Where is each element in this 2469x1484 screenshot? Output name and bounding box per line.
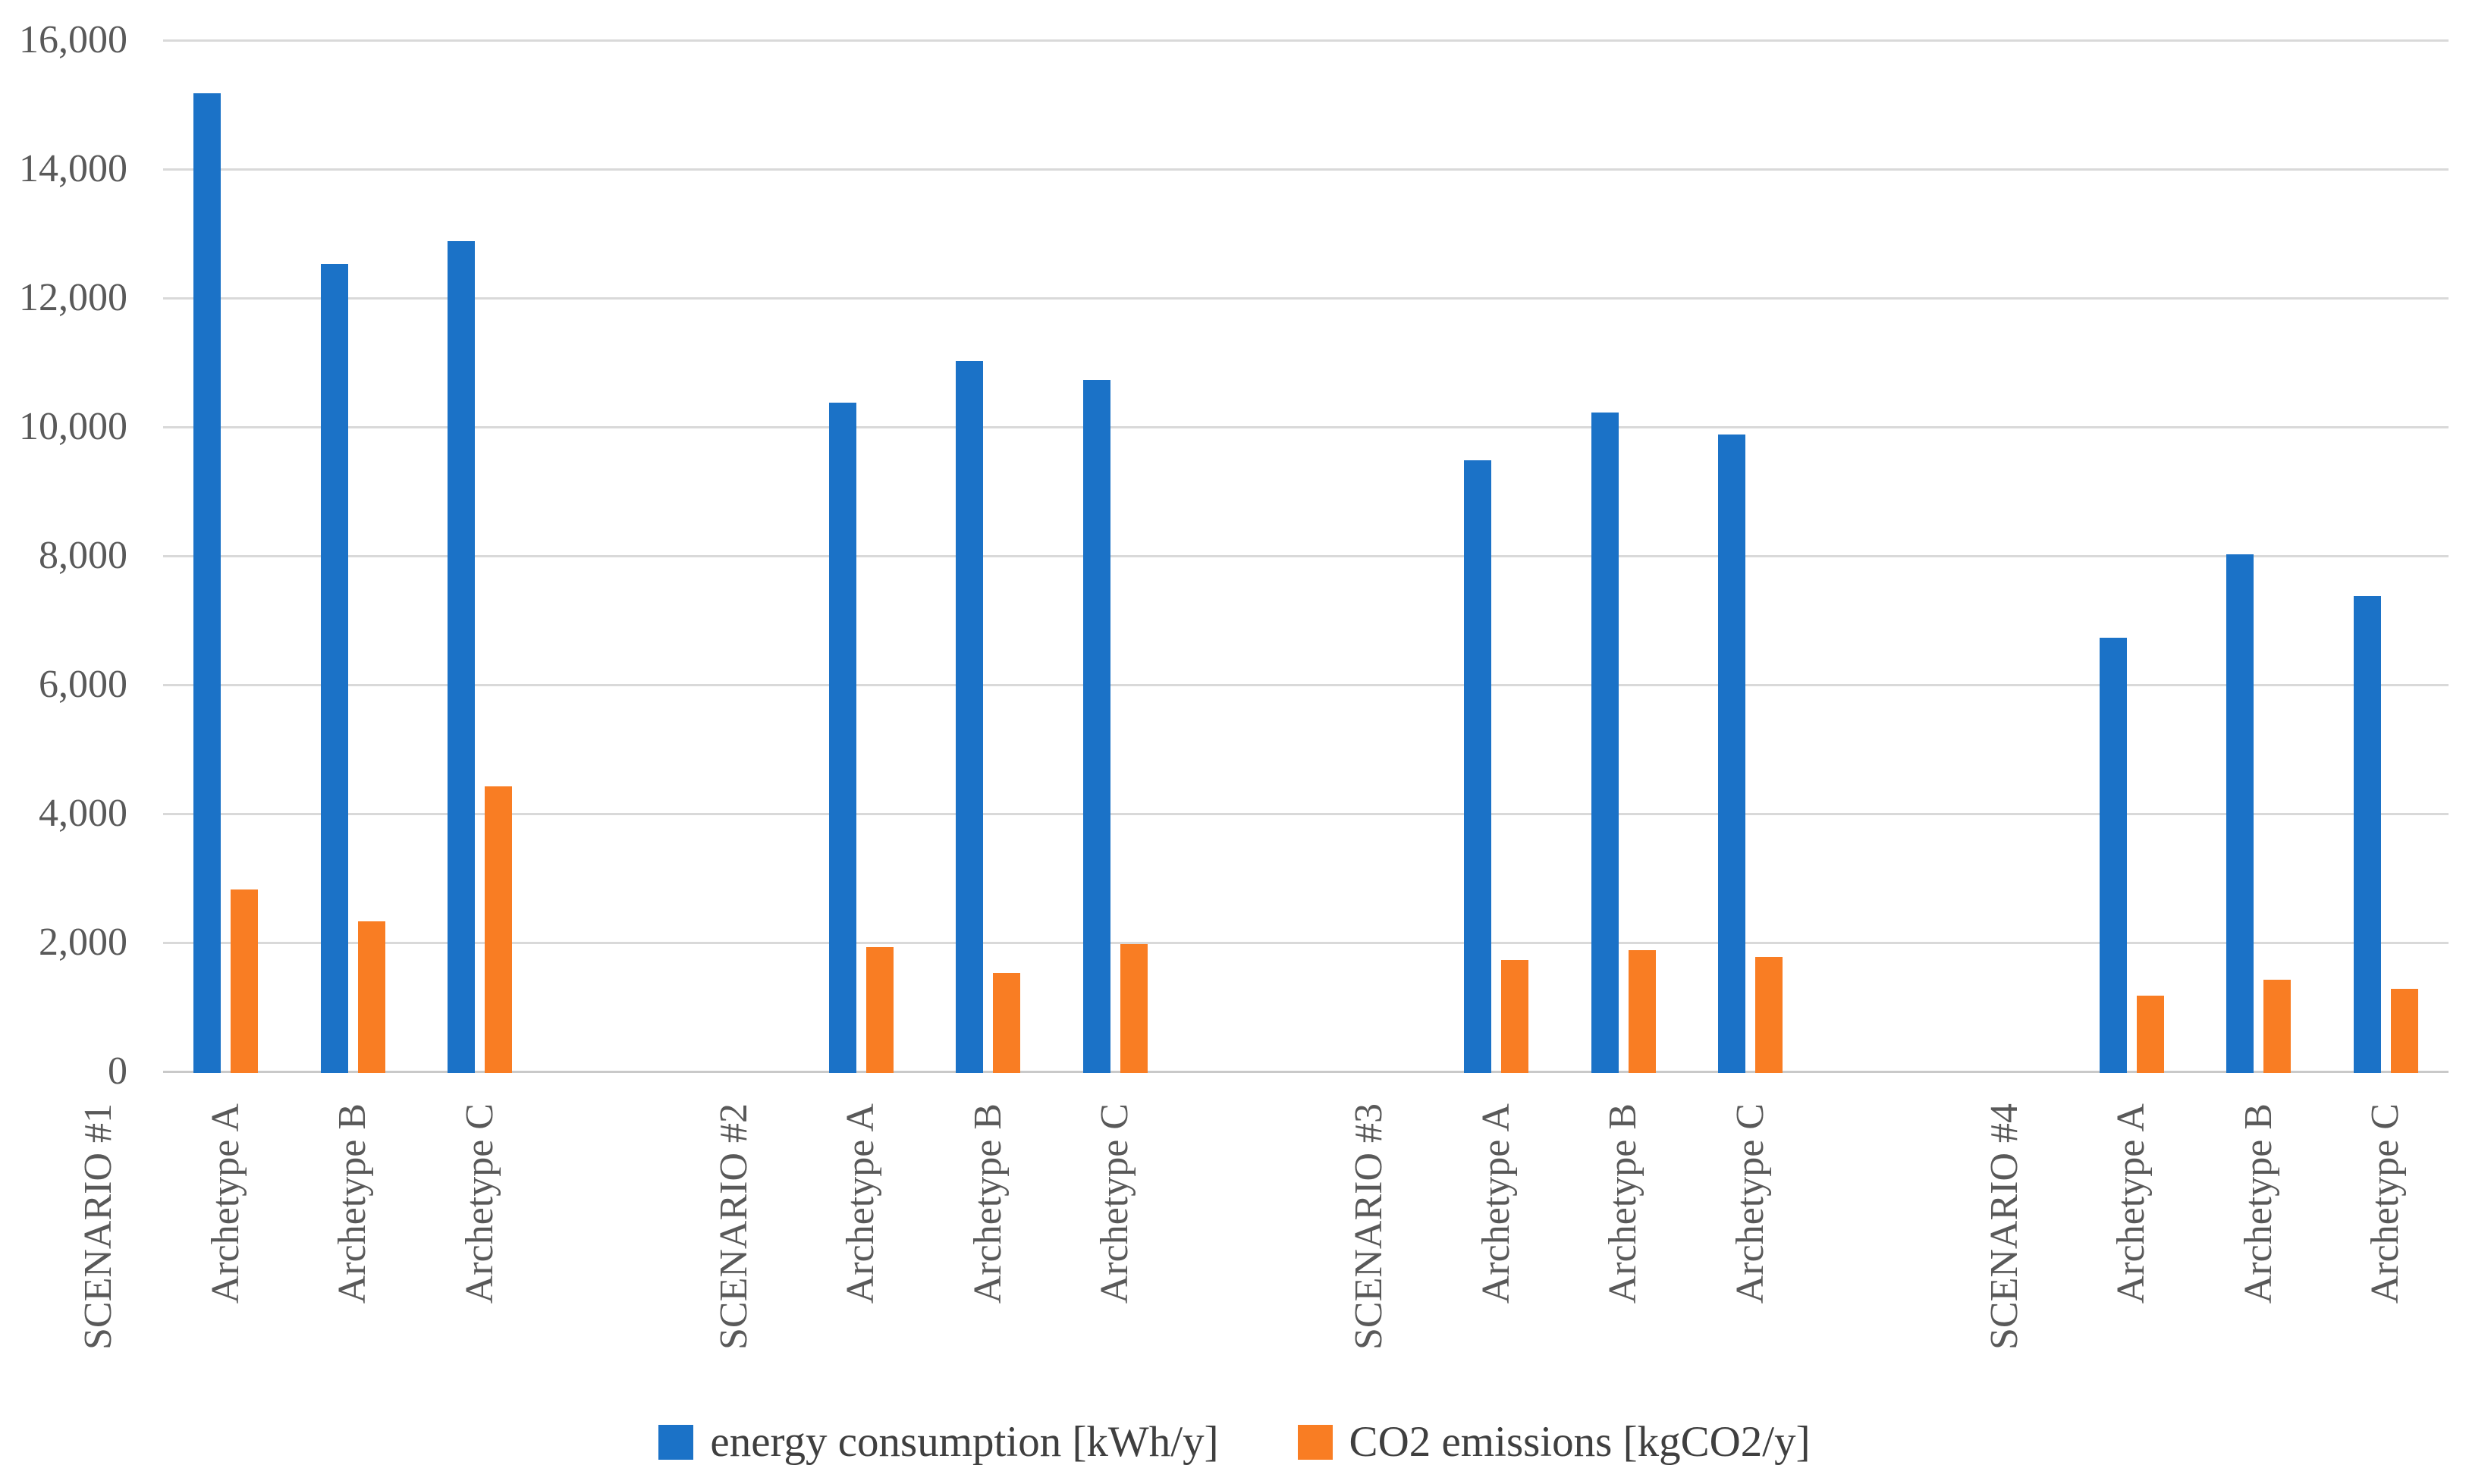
y-gridline xyxy=(163,942,2449,944)
bar-co2-scenario-2-archetype-a xyxy=(866,947,894,1073)
x-label-archetype: Archetype A xyxy=(1474,1103,1518,1304)
legend-swatch-co2-icon xyxy=(1297,1425,1333,1460)
bar-co2-scenario-3-archetype-c xyxy=(1755,957,1783,1073)
x-label-archetype: Archetype B xyxy=(1601,1103,1644,1304)
legend-item-co2: CO2 emissions [kgCO2/y] xyxy=(1297,1418,1811,1467)
bar-energy-scenario-1-archetype-a xyxy=(193,93,221,1073)
bar-energy-scenario-2-archetype-a xyxy=(829,403,856,1073)
y-gridline xyxy=(163,426,2449,428)
bar-co2-scenario-2-archetype-c xyxy=(1120,944,1148,1073)
y-gridline xyxy=(163,297,2449,300)
x-label-archetype: Archetype B xyxy=(331,1103,374,1304)
x-label-archetype: Archetype A xyxy=(839,1103,882,1304)
x-label-archetype: Archetype C xyxy=(457,1103,501,1304)
x-label-scenario: SCENARIO #3 xyxy=(1347,1103,1390,1351)
x-label-archetype: Archetype C xyxy=(1093,1103,1136,1304)
bar-energy-scenario-3-archetype-b xyxy=(1591,413,1619,1073)
x-label-archetype: Archetype C xyxy=(1728,1103,1772,1304)
x-label-scenario: SCENARIO #4 xyxy=(1982,1103,2026,1351)
bar-co2-scenario-1-archetype-a xyxy=(231,889,258,1073)
bar-energy-scenario-3-archetype-a xyxy=(1464,460,1491,1073)
y-gridline xyxy=(163,555,2449,557)
x-axis-line xyxy=(163,1071,2449,1073)
y-tick-label: 14,000 xyxy=(19,147,127,190)
y-tick-label: 6,000 xyxy=(39,663,127,706)
bar-energy-scenario-1-archetype-b xyxy=(321,264,348,1073)
legend-label-energy: energy consumption [kWh/y] xyxy=(710,1418,1219,1466)
x-label-archetype: Archetype C xyxy=(2364,1103,2407,1304)
bar-co2-scenario-3-archetype-b xyxy=(1629,950,1656,1073)
x-label-archetype: Archetype A xyxy=(203,1103,247,1304)
y-tick-label: 2,000 xyxy=(39,921,127,964)
bar-energy-scenario-1-archetype-c xyxy=(448,241,475,1073)
bar-energy-scenario-3-archetype-c xyxy=(1718,435,1745,1073)
legend-item-energy: energy consumption [kWh/y] xyxy=(658,1418,1219,1467)
y-tick-label: 12,000 xyxy=(19,276,127,319)
bar-energy-scenario-4-archetype-a xyxy=(2100,638,2127,1073)
bar-co2-scenario-4-archetype-c xyxy=(2391,989,2418,1073)
x-label-scenario: SCENARIO #2 xyxy=(711,1103,755,1351)
legend-swatch-energy-icon xyxy=(658,1425,694,1460)
y-tick-label: 0 xyxy=(108,1049,127,1093)
x-label-scenario: SCENARIO #1 xyxy=(77,1103,120,1351)
legend: energy consumption [kWh/y] CO2 emissions… xyxy=(0,1413,2469,1471)
x-label-archetype: Archetype B xyxy=(2236,1103,2280,1304)
bar-energy-scenario-2-archetype-b xyxy=(956,361,983,1073)
bar-co2-scenario-3-archetype-a xyxy=(1501,960,1528,1073)
y-tick-label: 16,000 xyxy=(19,18,127,61)
y-gridline xyxy=(163,684,2449,686)
bar-co2-scenario-1-archetype-c xyxy=(485,786,512,1073)
bar-energy-scenario-4-archetype-c xyxy=(2354,596,2381,1073)
bar-energy-scenario-2-archetype-c xyxy=(1083,380,1110,1073)
x-label-archetype: Archetype A xyxy=(2109,1103,2153,1304)
y-gridline xyxy=(163,168,2449,171)
x-label-archetype: Archetype B xyxy=(966,1103,1010,1304)
y-tick-label: 8,000 xyxy=(39,534,127,577)
y-tick-label: 10,000 xyxy=(19,405,127,448)
y-gridline xyxy=(163,813,2449,815)
bar-co2-scenario-4-archetype-b xyxy=(2263,980,2291,1073)
bar-co2-scenario-1-archetype-b xyxy=(358,921,385,1073)
y-tick-label: 4,000 xyxy=(39,792,127,835)
bar-energy-scenario-4-archetype-b xyxy=(2226,554,2254,1073)
legend-label-co2: CO2 emissions [kgCO2/y] xyxy=(1349,1418,1811,1466)
bar-co2-scenario-4-archetype-a xyxy=(2137,996,2164,1073)
y-gridline xyxy=(163,39,2449,42)
bar-co2-scenario-2-archetype-b xyxy=(993,973,1020,1073)
